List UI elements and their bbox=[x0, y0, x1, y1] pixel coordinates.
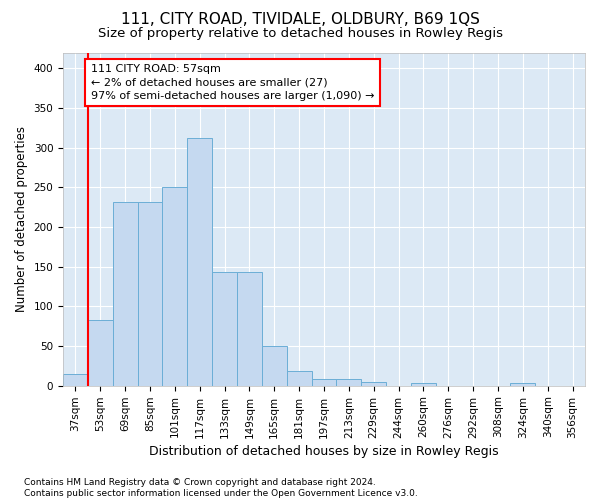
Bar bbox=[262, 346, 287, 386]
Bar bbox=[137, 202, 163, 386]
Bar bbox=[411, 384, 436, 386]
X-axis label: Distribution of detached houses by size in Rowley Regis: Distribution of detached houses by size … bbox=[149, 444, 499, 458]
Bar bbox=[511, 384, 535, 386]
Bar bbox=[63, 374, 88, 386]
Bar bbox=[337, 378, 361, 386]
Bar bbox=[88, 320, 113, 386]
Text: 111, CITY ROAD, TIVIDALE, OLDBURY, B69 1QS: 111, CITY ROAD, TIVIDALE, OLDBURY, B69 1… bbox=[121, 12, 479, 28]
Bar bbox=[287, 370, 311, 386]
Bar bbox=[187, 138, 212, 386]
Bar bbox=[311, 378, 337, 386]
Bar bbox=[361, 382, 386, 386]
Bar bbox=[163, 188, 187, 386]
Bar bbox=[113, 202, 137, 386]
Y-axis label: Number of detached properties: Number of detached properties bbox=[15, 126, 28, 312]
Text: Size of property relative to detached houses in Rowley Regis: Size of property relative to detached ho… bbox=[97, 28, 503, 40]
Bar bbox=[212, 272, 237, 386]
Text: 111 CITY ROAD: 57sqm
← 2% of detached houses are smaller (27)
97% of semi-detach: 111 CITY ROAD: 57sqm ← 2% of detached ho… bbox=[91, 64, 374, 101]
Text: Contains HM Land Registry data © Crown copyright and database right 2024.
Contai: Contains HM Land Registry data © Crown c… bbox=[24, 478, 418, 498]
Bar bbox=[237, 272, 262, 386]
